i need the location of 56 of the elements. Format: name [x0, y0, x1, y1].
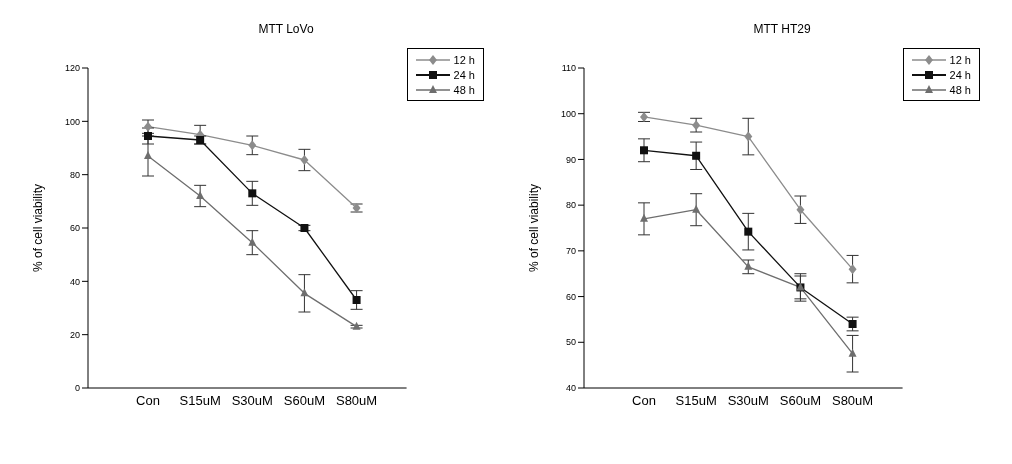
y-tick-label: 100 [560, 108, 576, 119]
legend-label: 24 h [453, 68, 475, 81]
x-tick-label: Con [136, 393, 160, 409]
point [640, 146, 648, 155]
legend-label: 12 h [949, 53, 971, 66]
point [848, 320, 857, 328]
point [144, 151, 152, 159]
y-tick-label: 20 [69, 329, 80, 340]
y-tick-label: 80 [69, 169, 80, 180]
x-tick-label: S60uM [779, 393, 822, 409]
x-tick-label: S30uM [231, 393, 273, 409]
y-tick-label: 70 [565, 246, 576, 257]
point [352, 296, 361, 304]
point [248, 237, 257, 246]
x-tick-label: Con [632, 393, 656, 409]
x-tick-label: S80uM [335, 393, 378, 409]
x-tick-label: S15uM [179, 393, 221, 409]
point [692, 151, 701, 160]
point [744, 261, 753, 270]
point [692, 204, 701, 213]
x-tick-label: S15uM [675, 393, 717, 409]
point [352, 321, 361, 330]
point [196, 191, 205, 199]
y-tick-label: 60 [565, 291, 576, 302]
chart-title: MTT HT29 [752, 21, 812, 38]
y-tick-label: 60 [69, 223, 80, 234]
legend-label: 12 h [453, 53, 475, 66]
point [300, 155, 309, 165]
point [300, 224, 309, 232]
y-tick-label: 110 [561, 63, 576, 74]
y-tick-label: 40 [565, 383, 576, 394]
point [848, 348, 857, 357]
legend-label: 48 h [453, 83, 475, 96]
legend-label: 24 h [949, 68, 971, 81]
y-tick-label: 90 [565, 154, 576, 165]
y-tick-label: 40 [69, 276, 80, 287]
chart-title: MTT LoVo [257, 21, 315, 38]
point [848, 264, 857, 275]
y-tick-label: 80 [565, 200, 576, 211]
y-tick-label: 100 [64, 116, 80, 127]
x-tick-label: S80uM [831, 393, 874, 409]
point [744, 131, 753, 142]
x-tick-label: S30uM [727, 393, 769, 409]
point [300, 288, 309, 297]
y-axis-title: % of cell viability [527, 183, 542, 273]
y-axis-title: % of cell viability [31, 183, 46, 273]
y-tick-label: 120 [64, 63, 80, 74]
point [248, 189, 257, 198]
point [796, 204, 805, 215]
y-tick-label: 0 [74, 383, 80, 394]
legend-label: 48 h [949, 83, 971, 96]
x-tick-label: S60uM [283, 393, 326, 409]
point [744, 227, 753, 236]
y-tick-label: 50 [565, 337, 576, 348]
point [640, 213, 648, 222]
point [248, 140, 257, 151]
